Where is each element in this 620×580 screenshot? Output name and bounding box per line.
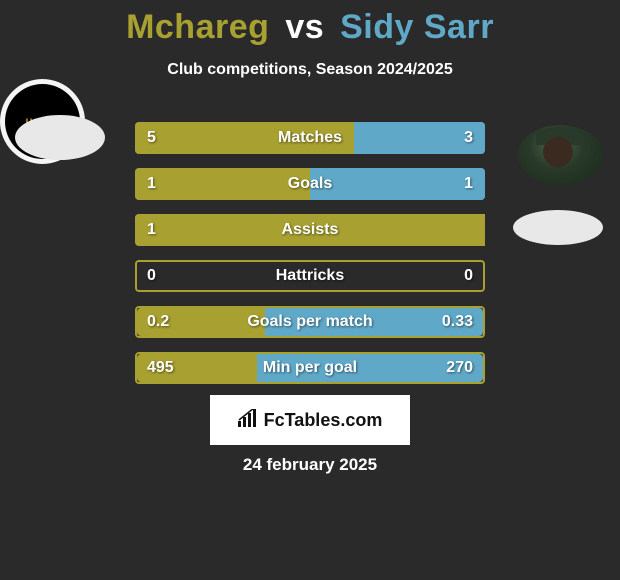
stat-bar-row: 495270Min per goal <box>135 352 485 384</box>
brand-text: FcTables.com <box>264 410 383 431</box>
stats-bars: 53Matches 11Goals 1Assists 00Hattricks 0.20.… <box>135 122 485 398</box>
page-title: Mchareg vs Sidy Sarr <box>0 0 620 47</box>
stat-bar-row: 1Assists <box>135 214 485 246</box>
bar-label: Matches <box>135 122 485 154</box>
subtitle: Club competitions, Season 2024/2025 <box>0 61 620 79</box>
player2-name: Sidy Sarr <box>340 8 494 46</box>
brand-chart-icon <box>238 409 258 432</box>
player2-avatar <box>518 125 603 185</box>
bar-label: Min per goal <box>135 352 485 384</box>
bar-label: Hattricks <box>135 260 485 292</box>
date-text: 24 february 2025 <box>0 455 620 475</box>
vs-text: vs <box>285 8 324 46</box>
stat-bar-row: 00Hattricks <box>135 260 485 292</box>
stat-bar-row: 11Goals <box>135 168 485 200</box>
stat-bar-row: 53Matches <box>135 122 485 154</box>
bar-label: Goals per match <box>135 306 485 338</box>
comparison-infographic: Mchareg vs Sidy Sarr Club competitions, … <box>0 0 620 580</box>
brand-badge: FcTables.com <box>210 395 410 445</box>
player2-club-placeholder <box>513 210 603 245</box>
bar-label: Assists <box>135 214 485 246</box>
bar-label: Goals <box>135 168 485 200</box>
stat-bar-row: 0.20.33Goals per match <box>135 306 485 338</box>
player1-name: Mchareg <box>126 8 269 46</box>
avatar-face-shape <box>543 137 573 167</box>
player1-avatar-placeholder <box>15 115 105 160</box>
